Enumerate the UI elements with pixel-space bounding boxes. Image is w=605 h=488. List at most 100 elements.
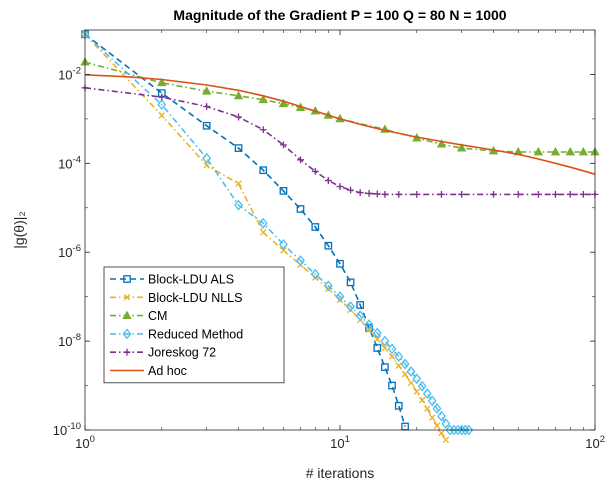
data-point-1-9 [324, 241, 333, 250]
legend-label: Joreskog 72 [148, 346, 216, 360]
data-point-5-12 [356, 189, 364, 196]
data-point-2-23 [428, 414, 436, 421]
data-point-4-28 [449, 424, 459, 436]
data-point-1-6 [279, 187, 288, 195]
data-point-2-14 [374, 336, 381, 343]
y-axis-label: |g(θ)|₂ [11, 211, 27, 249]
legend-item: Block-LDU NLLS [110, 291, 242, 305]
chart-title: Magnitude of the Gradient P = 100 Q = 80… [173, 7, 506, 23]
legend-label: Ad hoc [148, 364, 187, 378]
data-point-3-3 [201, 86, 212, 95]
data-point-3-6 [278, 98, 289, 108]
data-point-5-6 [280, 141, 287, 149]
data-point-2-18 [401, 370, 409, 378]
data-point-5-7 [297, 156, 304, 164]
data-point-2-22 [424, 405, 431, 413]
data-point-5-20 [490, 190, 497, 198]
data-point-4-25 [437, 410, 446, 422]
data-point-4-18 [400, 358, 410, 370]
data-point-4-23 [427, 395, 437, 407]
data-point-4-8 [310, 268, 320, 280]
series-5 [81, 84, 599, 198]
series-6 [84, 74, 596, 175]
data-point-2-6 [280, 247, 287, 254]
data-point-4-14 [372, 327, 382, 339]
data-point-2-19 [407, 379, 415, 387]
data-point-5-21 [514, 190, 522, 198]
data-point-5-11 [347, 186, 354, 194]
data-point-1-12 [356, 301, 365, 309]
data-point-1-17 [394, 401, 403, 410]
data-point-3-20 [578, 146, 589, 156]
series-line-2 [84, 33, 447, 441]
data-point-5-24 [566, 190, 574, 198]
data-point-1-11 [346, 278, 355, 287]
data-point-5-3 [203, 103, 211, 110]
legend-item: Reduced Method [110, 327, 243, 341]
data-point-5-23 [552, 190, 559, 198]
data-point-5-25 [579, 190, 587, 198]
legend-label: Block-LDU NLLS [148, 291, 242, 305]
data-point-4-11 [346, 301, 355, 312]
data-point-5-14 [373, 190, 381, 198]
series-layer [80, 28, 600, 444]
data-point-1-5 [259, 166, 268, 175]
y-tick-label-1: 10-10 [53, 421, 81, 438]
y-tick-label-3: 10-6 [58, 243, 81, 260]
data-point-2-15 [381, 344, 389, 352]
legend-box [103, 266, 285, 384]
data-point-4-20 [412, 373, 422, 385]
data-point-4-13 [364, 319, 374, 331]
series-line-3 [84, 61, 595, 153]
data-point-2-17 [395, 362, 403, 369]
data-point-5-9 [324, 177, 332, 184]
legend-swatch-marker [123, 294, 131, 301]
data-point-2-25 [438, 429, 445, 437]
data-point-2-21 [418, 396, 426, 404]
data-point-4-17 [394, 351, 404, 362]
data-point-3-17 [533, 146, 544, 156]
y-tick-label-2: 10-8 [58, 332, 81, 349]
data-point-4-12 [355, 310, 365, 322]
data-point-5-4 [235, 113, 242, 121]
data-point-2-16 [388, 353, 396, 360]
data-point-3-4 [233, 90, 244, 100]
x-tick-label-3: 102 [585, 434, 605, 451]
data-point-4-2 [157, 99, 167, 110]
data-point-4-29 [453, 424, 463, 436]
data-point-5-22 [535, 190, 542, 198]
series-line-4 [84, 33, 469, 431]
data-point-1-8 [311, 223, 320, 231]
x-tick-label-2: 101 [330, 434, 350, 451]
data-point-5-2 [158, 93, 166, 101]
data-point-5-18 [438, 190, 445, 198]
data-point-1-3 [202, 121, 211, 130]
x-axis-label: # iterations [306, 465, 374, 481]
data-point-3-5 [258, 94, 268, 104]
data-point-4-16 [387, 343, 397, 355]
data-point-5-15 [381, 190, 389, 198]
data-point-4-26 [441, 418, 451, 429]
data-point-4-22 [422, 388, 432, 400]
legend-swatch-marker [123, 348, 131, 356]
data-point-1-7 [296, 205, 305, 213]
data-point-5-19 [458, 190, 466, 198]
data-point-4-5 [258, 217, 268, 229]
data-point-5-8 [311, 167, 319, 175]
data-point-2-3 [203, 162, 210, 169]
data-point-5-13 [365, 190, 373, 197]
data-point-5-5 [259, 126, 267, 134]
data-point-1-14 [373, 344, 382, 352]
data-point-1-10 [336, 259, 344, 268]
data-point-4-30 [457, 424, 467, 436]
y-tick-label-4: 10-4 [58, 154, 81, 171]
data-point-5-10 [336, 183, 344, 190]
data-point-4-32 [464, 424, 474, 436]
data-point-5-16 [395, 190, 403, 198]
data-point-4-10 [335, 291, 345, 303]
data-point-2-26 [442, 436, 450, 444]
data-point-3-2 [157, 77, 167, 87]
data-point-4-9 [323, 280, 333, 292]
data-point-4-24 [432, 403, 442, 414]
data-point-2-2 [158, 112, 166, 119]
